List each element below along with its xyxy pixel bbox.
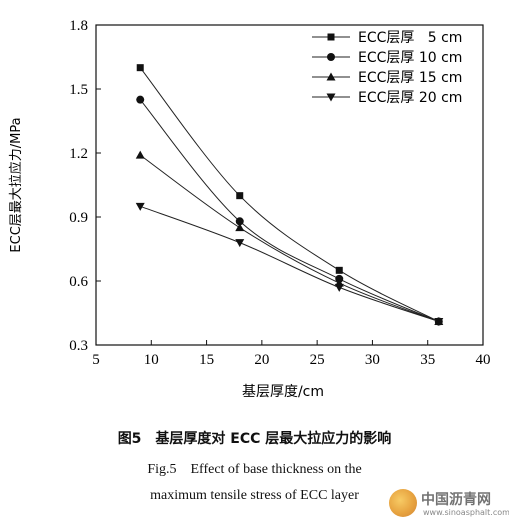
- watermark-url: www.sinoasphalt.com: [423, 508, 509, 517]
- legend-item-2: ECC层厚 10 cm: [312, 50, 462, 66]
- x-tick-label: 10: [144, 352, 159, 368]
- y-tick-label: 1.2: [69, 146, 88, 162]
- plot-border: [95, 24, 484, 346]
- series-line: [139, 67, 440, 322]
- x-axis: 5 10 15 20 25 30 35 40: [92, 340, 491, 368]
- series-4: [135, 202, 444, 327]
- y-axis: 0.3 0.6 0.9 1.2 1.5 1.8: [69, 18, 101, 354]
- chart: 5 10 15 20 25 30 35 40 0.3 0.6 0.9 1.2 1.5 1.8 ECC层厚…: [8, 18, 491, 400]
- y-tick-label: 0.3: [69, 338, 88, 354]
- y-tick-label: 0.6: [69, 274, 88, 290]
- legend-marker: [327, 53, 335, 61]
- legend-item-3: ECC层厚 15 cm: [312, 70, 462, 86]
- plot-frame: [95, 24, 484, 346]
- x-tick-label: 15: [199, 352, 214, 368]
- legend-marker: [326, 72, 336, 81]
- x-tick-label: 25: [310, 352, 325, 368]
- data-point: [235, 223, 245, 232]
- asphalt-logo-icon: [389, 489, 417, 517]
- legend-marker: [326, 93, 336, 102]
- watermark: 中国沥青网 www.sinoasphalt.com: [389, 487, 509, 523]
- figure-caption-english-line1: Fig.5 Effect of base thickness on the: [147, 462, 362, 477]
- x-tick-label: 5: [92, 352, 100, 368]
- series-line: [139, 99, 439, 322]
- watermark-text: 中国沥青网: [421, 492, 491, 508]
- data-point: [135, 202, 145, 211]
- legend-label: ECC层厚 20 cm: [358, 90, 462, 106]
- x-axis-label: 基层厚度/cm: [242, 383, 324, 400]
- data-point: [434, 318, 444, 327]
- y-tick-label: 1.8: [69, 18, 88, 34]
- data-point: [235, 239, 245, 248]
- x-tick-label: 20: [254, 352, 269, 368]
- legend-item-1: ECC层厚 5 cm: [312, 30, 462, 46]
- legend-marker: [327, 33, 335, 41]
- legend: ECC层厚 5 cm ECC层厚 10 cm ECC层厚 15 cm ECC层厚 20…: [312, 30, 462, 106]
- data-point: [334, 283, 344, 292]
- legend-item-4: ECC层厚 20 cm: [312, 90, 462, 106]
- y-tick-label: 0.9: [69, 210, 88, 226]
- data-point: [236, 192, 244, 200]
- data-point: [135, 150, 145, 159]
- y-tick-label: 1.5: [69, 82, 88, 98]
- x-tick-label: 40: [476, 352, 491, 368]
- data-point: [335, 266, 343, 274]
- x-tick-label: 35: [420, 352, 435, 368]
- legend-label: ECC层厚 10 cm: [358, 50, 462, 66]
- data-point: [136, 95, 145, 104]
- y-axis-label: ECC层最大拉应力/MPa: [8, 117, 24, 252]
- data-point: [235, 217, 244, 226]
- series-layer: [135, 64, 444, 327]
- figure-caption-chinese: 图5 基层厚度对 ECC 层最大拉应力的影响: [117, 431, 392, 447]
- data-point: [136, 64, 144, 72]
- series-2: [136, 95, 443, 326]
- figure-caption-english-line2: maximum tensile stress of ECC layer: [150, 488, 359, 503]
- series-line: [140, 205, 439, 322]
- x-tick-label: 30: [365, 352, 380, 368]
- legend-label: ECC层厚 15 cm: [358, 70, 462, 86]
- legend-label: ECC层厚 5 cm: [358, 30, 462, 46]
- series-line: [139, 154, 439, 322]
